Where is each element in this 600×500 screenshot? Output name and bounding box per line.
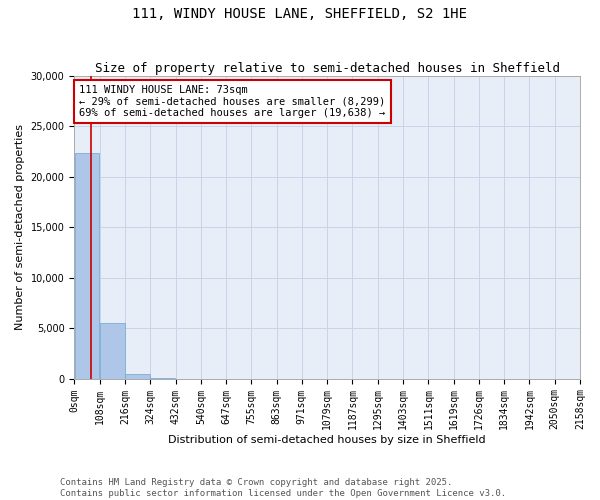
Y-axis label: Number of semi-detached properties: Number of semi-detached properties [15,124,25,330]
Text: Contains HM Land Registry data © Crown copyright and database right 2025.
Contai: Contains HM Land Registry data © Crown c… [60,478,506,498]
Text: 111 WINDY HOUSE LANE: 73sqm
← 29% of semi-detached houses are smaller (8,299)
69: 111 WINDY HOUSE LANE: 73sqm ← 29% of sem… [79,85,386,118]
Text: 111, WINDY HOUSE LANE, SHEFFIELD, S2 1HE: 111, WINDY HOUSE LANE, SHEFFIELD, S2 1HE [133,8,467,22]
X-axis label: Distribution of semi-detached houses by size in Sheffield: Distribution of semi-detached houses by … [169,435,486,445]
Title: Size of property relative to semi-detached houses in Sheffield: Size of property relative to semi-detach… [95,62,560,74]
Bar [125,374,150,378]
Bar [74,154,100,378]
Bar [100,323,125,378]
